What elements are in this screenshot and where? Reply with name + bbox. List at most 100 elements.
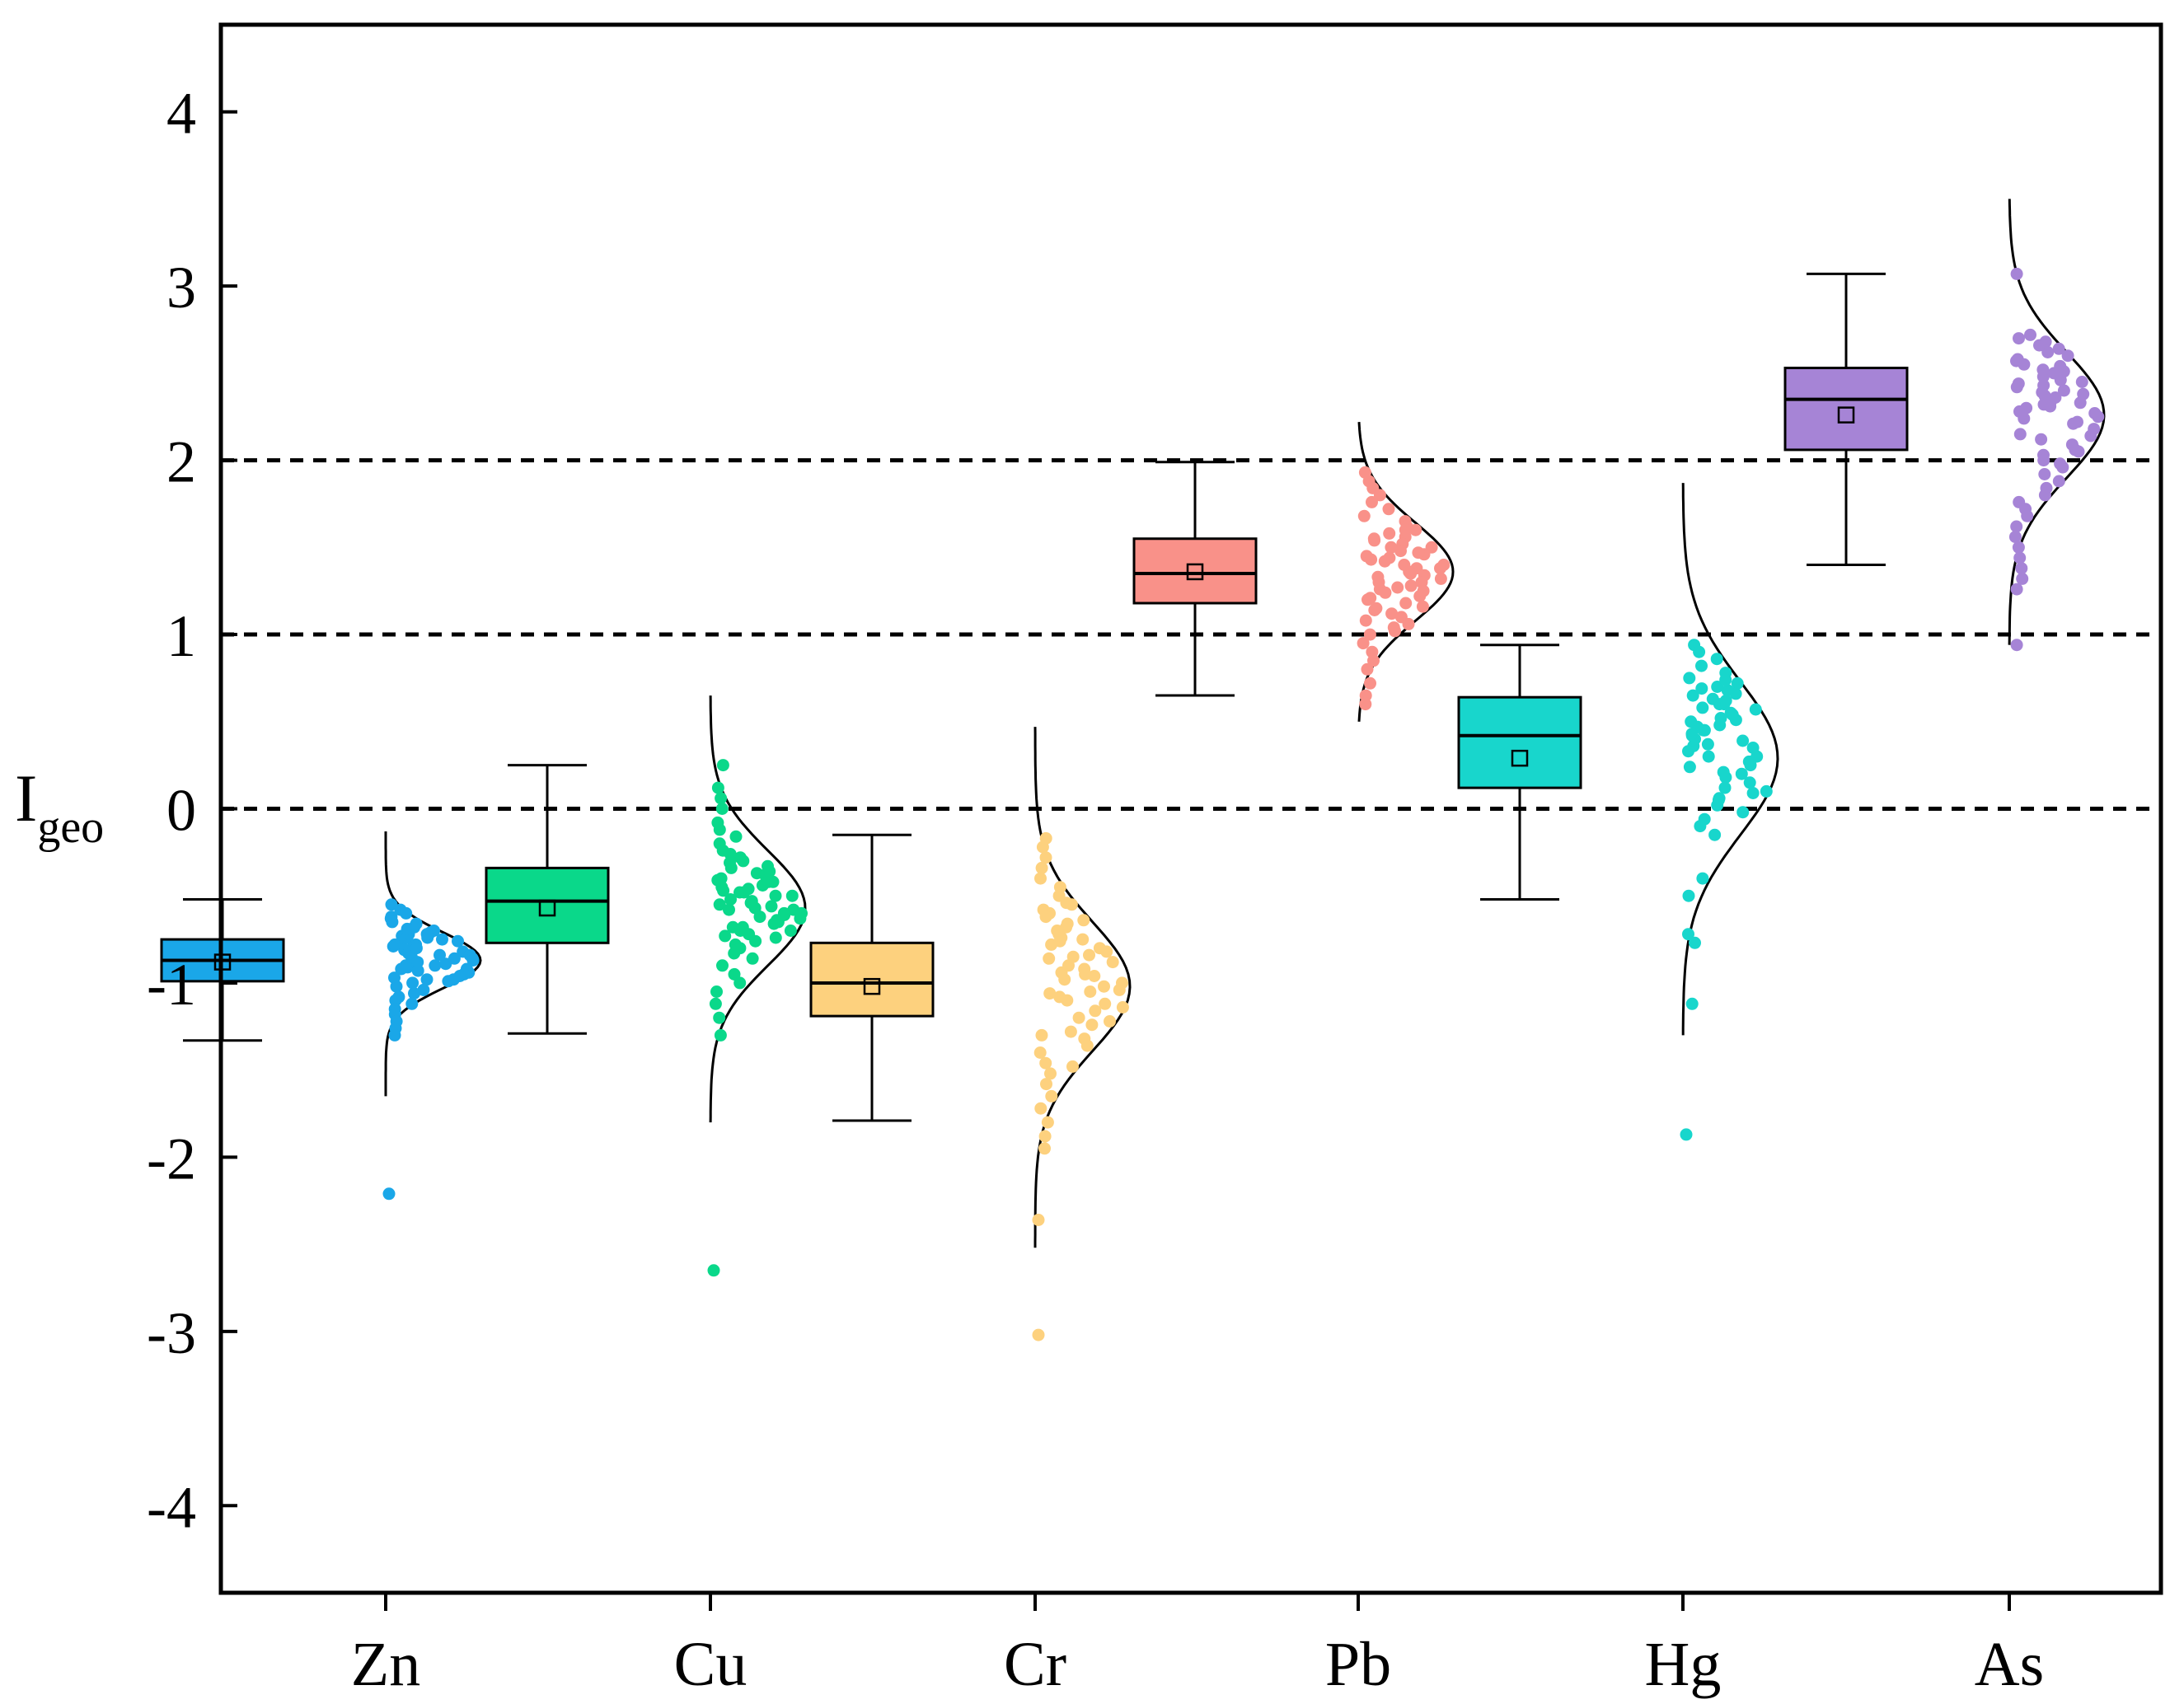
cr-point [1088, 970, 1101, 982]
y-tick-label: -2 [147, 1126, 196, 1191]
as-point [2052, 342, 2065, 355]
hg-point [1683, 761, 1696, 774]
pb-point [1361, 662, 1374, 676]
zn-point [400, 906, 413, 920]
pb-box [1132, 537, 1258, 605]
zn-point [442, 975, 455, 988]
cu-point [765, 900, 778, 913]
cu-point [738, 886, 751, 899]
y-tick-label: 2 [166, 429, 196, 495]
as-point [2008, 531, 2022, 544]
cu-point [715, 803, 729, 815]
as-point [2024, 328, 2036, 341]
pb-point [1370, 602, 1383, 615]
as-point [2013, 551, 2027, 564]
cr-point [1080, 1039, 1094, 1052]
cr-point [1043, 952, 1056, 965]
as-point [2016, 572, 2029, 585]
pb-point [1379, 586, 1392, 599]
hg-point [1701, 737, 1714, 751]
as-point [2041, 346, 2055, 358]
cu-point [716, 959, 729, 972]
hg-point [1682, 889, 1695, 902]
hg-point [1710, 653, 1723, 666]
zn-point [388, 1028, 401, 1042]
pb-point [1366, 495, 1378, 508]
cr-outlier-point [1032, 1214, 1045, 1226]
cu-point [785, 889, 799, 902]
cu-point [746, 952, 759, 965]
cu-point [784, 925, 797, 937]
zn-point [410, 942, 423, 955]
pb-point [1367, 654, 1380, 667]
zn-point [405, 997, 419, 1010]
cr-point [1066, 1060, 1079, 1073]
cr-point [1058, 973, 1071, 986]
cu-point [713, 1011, 726, 1024]
cu-point [794, 912, 807, 925]
hg-point [1682, 745, 1694, 758]
hg-point [1744, 759, 1757, 772]
hg-mean-marker [1511, 749, 1529, 767]
y-axis-label: Igeo [15, 761, 104, 853]
pb-point [1404, 579, 1418, 592]
y-axis-label-main: I [15, 761, 37, 836]
series-cr [809, 727, 1132, 1341]
cu-box [485, 866, 610, 944]
hg-point [1685, 997, 1699, 1010]
hg-point [1686, 689, 1699, 702]
as-point [2010, 520, 2023, 533]
pb-point [1417, 584, 1430, 597]
zn-point [386, 915, 399, 929]
as-point [2021, 509, 2034, 522]
cu-point [724, 893, 737, 906]
hg-point [1750, 750, 1764, 763]
hg-point [1711, 681, 1724, 693]
pb-point [1359, 698, 1372, 711]
as-point [2010, 583, 2023, 596]
pb-point [1409, 523, 1422, 536]
y-tick-label: 3 [166, 255, 196, 321]
cu-outlier-point [707, 1264, 720, 1277]
zn-point [408, 987, 420, 1000]
cr-point [1098, 980, 1110, 993]
pb-point [1412, 546, 1425, 559]
as-point [2037, 454, 2050, 467]
zn-point [452, 934, 464, 948]
cu-point [769, 931, 782, 944]
as-point [2057, 384, 2070, 397]
cr-point [1033, 1046, 1047, 1059]
hg-point [1719, 770, 1732, 784]
cr-point [1116, 1001, 1129, 1014]
x-category-label: Hg [1645, 1630, 1722, 1699]
pb-point [1399, 597, 1413, 610]
as-point [2061, 349, 2074, 363]
y-tick-label: -3 [147, 1300, 196, 1366]
cr-point [1038, 1142, 1051, 1155]
cr-point [1066, 950, 1080, 963]
hg-point [1746, 787, 1760, 799]
cr-point [1040, 1078, 1052, 1091]
cu-point [723, 903, 735, 916]
cr-point [1060, 896, 1073, 910]
pb-point [1394, 545, 1407, 558]
pb-point [1383, 527, 1396, 540]
cr-point [1064, 1025, 1077, 1038]
zn-point [399, 959, 412, 972]
series-pb [1132, 422, 1455, 722]
cr-point [1038, 1130, 1052, 1143]
hg-point [1736, 806, 1750, 819]
hg-point [1696, 701, 1709, 714]
hg-point [1743, 776, 1756, 789]
hg-point [1719, 673, 1732, 686]
zn-point [434, 948, 446, 962]
cu-point [709, 997, 722, 1010]
pb-point [1363, 628, 1376, 641]
cr-point [1039, 1056, 1052, 1070]
cr-point [1077, 914, 1090, 927]
hg-point [1694, 820, 1707, 833]
as-point [2035, 433, 2048, 446]
cr-point [1113, 983, 1126, 996]
cu-point [736, 920, 749, 934]
as-point [2075, 376, 2088, 388]
